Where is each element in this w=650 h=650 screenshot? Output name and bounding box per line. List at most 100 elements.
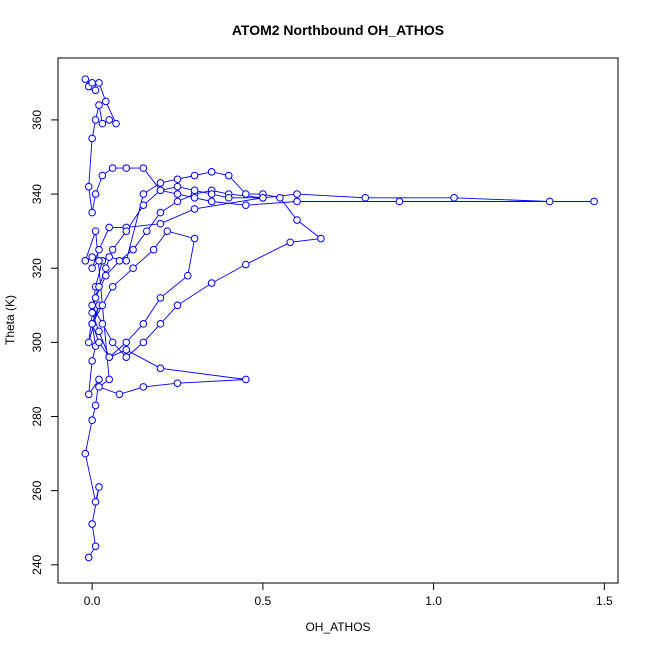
data-point	[112, 119, 120, 128]
data-point	[286, 238, 294, 247]
data-point	[91, 86, 100, 95]
y-axis-label: Theta (K)	[3, 295, 17, 345]
data-point	[276, 193, 284, 202]
data-point	[105, 375, 114, 384]
data-point	[173, 197, 182, 206]
data-point	[242, 190, 250, 198]
data-point	[317, 234, 325, 243]
data-point	[242, 375, 250, 384]
data-point	[95, 257, 103, 265]
data-point	[190, 171, 199, 180]
data-point	[190, 234, 199, 243]
data-point	[95, 338, 103, 347]
plot-frame	[57, 57, 619, 584]
data-point	[102, 271, 110, 280]
data-point	[129, 264, 137, 273]
data-point	[190, 205, 199, 213]
data-point	[98, 171, 107, 180]
data-point	[122, 227, 131, 235]
data-point	[139, 201, 148, 209]
chart-title: ATOM2 Northbound OH_ATHOS	[232, 22, 444, 38]
data-point	[122, 164, 131, 172]
data-point	[108, 282, 117, 291]
data-point	[108, 338, 117, 347]
data-point	[242, 260, 250, 269]
y-tick-label: 260	[30, 480, 44, 500]
data-point	[115, 257, 124, 265]
data-point	[102, 264, 110, 273]
data-point	[81, 449, 90, 458]
data-point	[122, 345, 131, 354]
data-point	[115, 390, 124, 399]
y-tick-label: 320	[30, 258, 44, 278]
y-tick-label: 280	[30, 406, 44, 426]
data-point	[84, 338, 93, 347]
data-point	[84, 182, 93, 191]
data-point	[139, 338, 148, 347]
data-point	[139, 190, 148, 198]
data-point	[91, 227, 100, 235]
data-point	[190, 193, 199, 202]
data-point	[88, 320, 96, 328]
data-point	[95, 483, 103, 491]
data-point	[95, 383, 103, 391]
data-point	[95, 327, 103, 336]
data-point	[91, 401, 100, 410]
data-point	[98, 119, 107, 128]
x-tick-label: 1.5	[596, 594, 613, 608]
data-point	[545, 197, 554, 206]
data-point	[173, 182, 182, 191]
data-point	[122, 257, 131, 265]
data-point	[108, 245, 117, 254]
data-point	[163, 227, 172, 235]
data-point	[88, 357, 96, 365]
data-point	[361, 193, 370, 202]
data-point	[108, 164, 117, 172]
data-point	[156, 294, 165, 302]
data-point	[88, 134, 96, 143]
data-point	[395, 197, 404, 206]
data-point	[259, 193, 267, 202]
data-point	[293, 216, 301, 224]
data-point	[88, 79, 96, 87]
data-point	[91, 190, 100, 198]
x-tick-label: 0.5	[255, 594, 272, 608]
data-point	[207, 190, 216, 198]
data-point	[88, 416, 96, 425]
data-point	[81, 75, 90, 83]
data-point	[88, 520, 96, 528]
data-point	[98, 320, 107, 328]
data-point	[224, 193, 233, 202]
data-point	[207, 168, 216, 176]
data-point	[139, 164, 148, 172]
data-point	[173, 175, 182, 184]
y-tick-label: 340	[30, 184, 44, 204]
data-point	[173, 379, 182, 387]
data-point	[450, 193, 458, 202]
data-point	[95, 101, 103, 109]
data-point	[129, 245, 137, 254]
data-point	[173, 190, 182, 198]
data-point	[105, 253, 114, 261]
data-point	[142, 227, 151, 235]
data-point	[156, 320, 165, 328]
data-point	[183, 271, 192, 280]
x-tick-label: 1.0	[425, 594, 442, 608]
data-point	[105, 223, 114, 232]
data-point	[139, 383, 148, 391]
x-tick-label: 0.0	[84, 594, 101, 608]
data-point	[95, 375, 103, 384]
data-point	[88, 301, 96, 310]
data-point	[156, 186, 165, 195]
data-point	[105, 116, 114, 124]
data-point	[98, 301, 107, 310]
data-point	[224, 171, 233, 180]
data-point	[95, 282, 103, 291]
data-point	[156, 219, 165, 228]
y-tick-label: 360	[30, 110, 44, 130]
data-point	[84, 553, 93, 562]
data-point	[105, 353, 114, 362]
x-axis-label: OH_ATHOS	[305, 620, 370, 634]
